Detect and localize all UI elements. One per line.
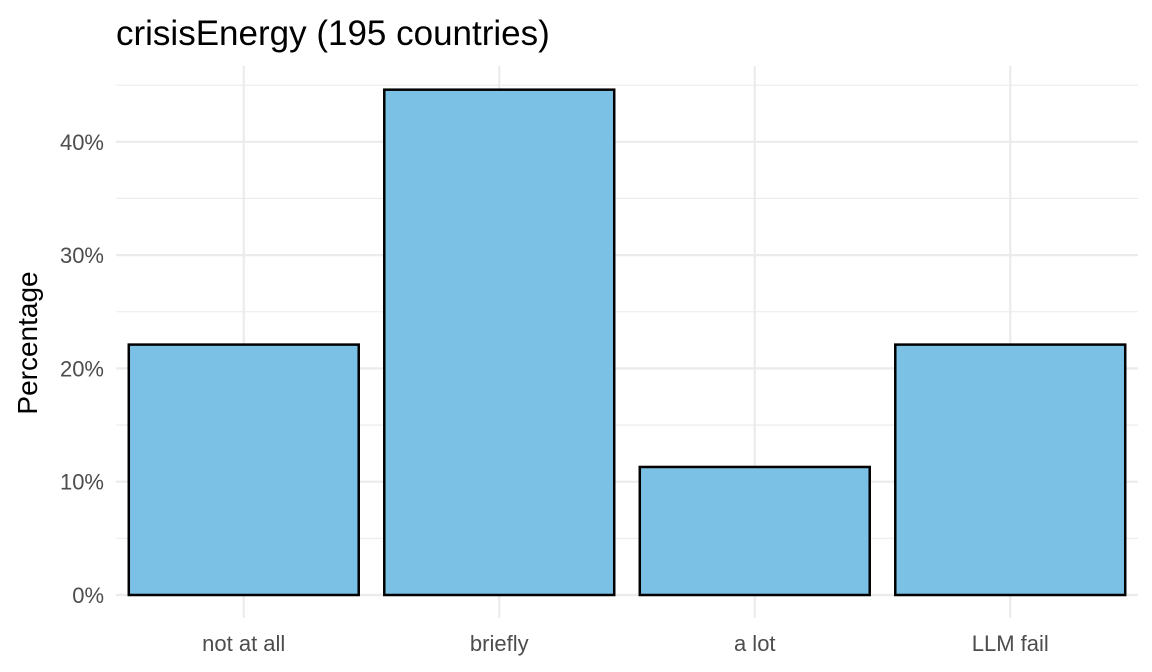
bar-a-lot bbox=[638, 465, 871, 597]
x-tick-label: LLM fail bbox=[972, 631, 1049, 656]
bar-not-at-all bbox=[127, 343, 360, 597]
y-tick-label: 0% bbox=[72, 583, 104, 608]
y-axis-ticks: 0% 10% 20% 30% 40% bbox=[60, 130, 104, 608]
y-tick-label: 30% bbox=[60, 243, 104, 268]
y-tick-label: 40% bbox=[60, 130, 104, 155]
x-tick-label: a lot bbox=[734, 631, 776, 656]
y-tick-label: 20% bbox=[60, 356, 104, 381]
y-tick-label: 10% bbox=[60, 470, 104, 495]
chart-title: crisisEnergy (195 countries) bbox=[116, 14, 550, 53]
y-axis-title: Percentage bbox=[12, 271, 43, 414]
bars bbox=[127, 88, 1127, 597]
bar-briefly bbox=[383, 88, 616, 597]
bar-llm-fail bbox=[894, 343, 1127, 597]
x-tick-label: not at all bbox=[202, 631, 285, 656]
x-axis-ticks: not at all briefly a lot LLM fail bbox=[202, 631, 1049, 656]
x-tick-label: briefly bbox=[470, 631, 529, 656]
